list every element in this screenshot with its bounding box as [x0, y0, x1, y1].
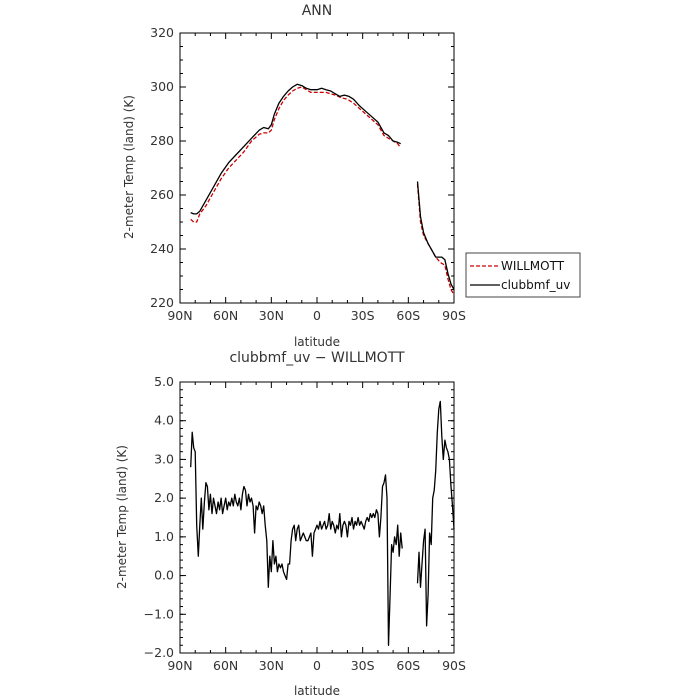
x-tick-label: 30N — [259, 658, 284, 673]
legend-box — [465, 252, 581, 298]
y-tick-label: 240 — [150, 241, 174, 256]
x-tick-label: 30S — [351, 308, 375, 323]
y-tick-label: −2.0 — [144, 645, 174, 660]
x-axis-label: latitude — [294, 684, 340, 698]
x-tick-label: 0 — [313, 308, 321, 323]
clubbmf-uv-series-line — [190, 83, 401, 215]
y-tick-label: 220 — [150, 295, 174, 310]
chart-title: clubbmf_uv − WILLMOTT — [229, 350, 405, 366]
y-tick-label: 0.0 — [154, 568, 174, 583]
y-tick-label: −1.0 — [144, 606, 174, 621]
x-tick-label: 30S — [351, 658, 375, 673]
willmott-series-line — [416, 184, 455, 296]
plot-frame — [179, 381, 455, 654]
x-tick-label: 90N — [167, 658, 192, 673]
legend-label-willmott: WILLMOTT — [501, 259, 565, 273]
chart-title: ANN — [302, 3, 333, 19]
y-tick-label: 3.0 — [154, 451, 174, 466]
y-tick-label: 280 — [150, 133, 174, 148]
clubbmf-uv-series-line — [416, 181, 455, 290]
chart-panel-annual-temperature: ANN latitude 2-meter Temp (land) (K) 90N… — [122, 3, 466, 349]
plot-frame — [179, 32, 455, 304]
x-tick-label: 90S — [442, 308, 466, 323]
x-tick-label: 60S — [396, 658, 420, 673]
chart-panel-difference: clubbmf_uv − WILLMOTT latitude 2-meter T… — [115, 350, 466, 698]
legend: WILLMOTT clubbmf_uv — [465, 252, 581, 298]
x-axis-label: latitude — [294, 335, 340, 349]
x-tick-label: 30N — [259, 308, 284, 323]
y-tick-label: 320 — [150, 25, 174, 40]
y-tick-label: 300 — [150, 79, 174, 94]
willmott-series-line — [190, 86, 402, 223]
x-tick-label: 60N — [213, 308, 238, 323]
x-tick-label: 90S — [442, 658, 466, 673]
y-tick-label: 1.0 — [154, 529, 174, 544]
legend-label-clubbmf-uv: clubbmf_uv — [501, 278, 570, 292]
difference-series-line — [190, 431, 403, 646]
x-tick-label: 0 — [313, 658, 321, 673]
x-tick-label: 60S — [396, 308, 420, 323]
y-tick-label: 260 — [150, 187, 174, 202]
y-axis-label: 2-meter Temp (land) (K) — [115, 445, 129, 589]
x-tick-label: 60N — [213, 658, 238, 673]
y-axis-label: 2-meter Temp (land) (K) — [122, 95, 136, 239]
y-tick-label: 2.0 — [154, 490, 174, 505]
y-tick-label: 5.0 — [154, 374, 174, 389]
x-tick-label: 90N — [167, 308, 192, 323]
difference-series-line — [416, 400, 455, 627]
y-tick-label: 4.0 — [154, 413, 174, 428]
